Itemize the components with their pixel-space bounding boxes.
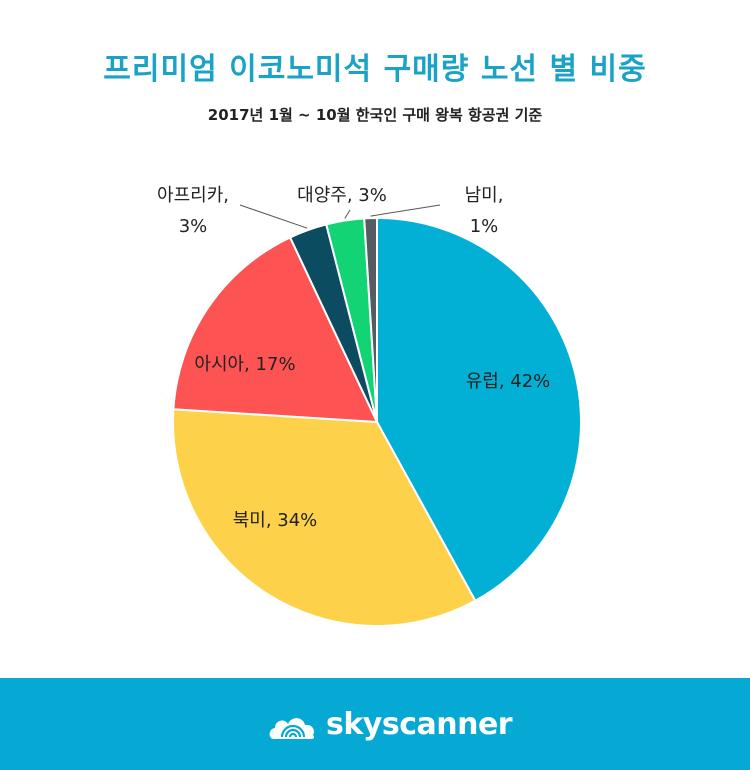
slice-label-4: 아프리카, (157, 185, 229, 206)
leader-line-6 (370, 204, 441, 217)
leader-line-4 (239, 204, 308, 229)
slice-label-6: 남미, (465, 185, 504, 206)
chart-title: 프리미엄 이코노미석 구매량 노선 별 비중 (103, 52, 647, 87)
slice-label-1: 유럽, 42% (466, 371, 551, 392)
slice-value-4: 3% (179, 216, 208, 237)
slice-value-6: 1% (470, 216, 499, 237)
skyscanner-cloud-sunrise-icon (269, 718, 315, 739)
slice-label-3: 아시아, 17% (194, 354, 295, 375)
skyscanner-logo[interactable]: skyscanner (268, 701, 513, 747)
footer-bar: skyscanner (0, 678, 750, 770)
pie-slice-1 (376, 216, 582, 603)
brand-wordmark: skyscanner (326, 706, 513, 742)
slice-label-2: 북미, 34% (233, 510, 318, 531)
pie-chart: 유럽, 42% 북미, 34% 아시아, 17% 아프리카, 3% 대양주, 3% 남미, 1… (157, 185, 582, 627)
pie-slice-6 (363, 216, 378, 423)
chart-subtitle: 2017년 1월 ~ 10월 한국인 구매 왕복 항공권 기준 (207, 106, 543, 124)
leader-line-5 (344, 209, 351, 219)
pie-slice-3 (172, 236, 379, 424)
slice-label-5: 대양주, 3% (297, 185, 387, 206)
pie-slice-2 (172, 408, 477, 627)
